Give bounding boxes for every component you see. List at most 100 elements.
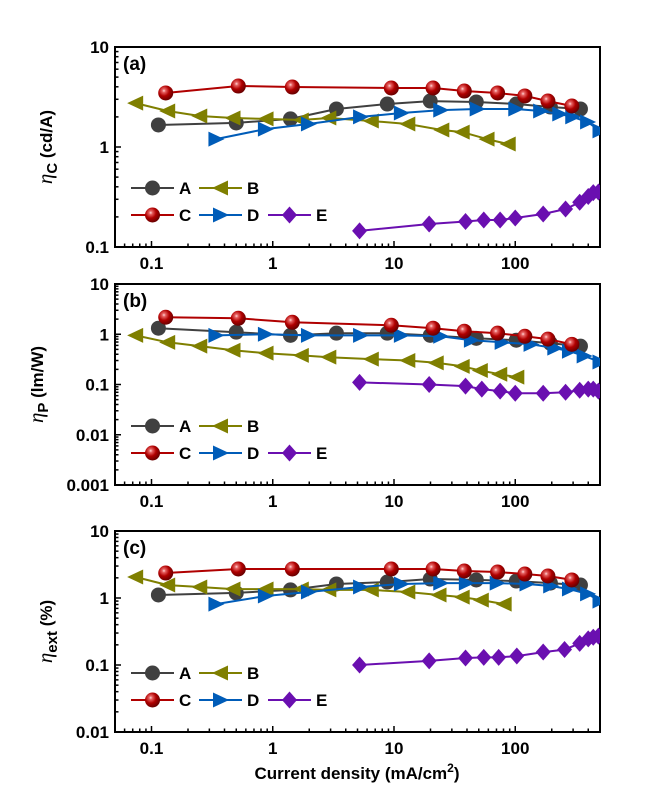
data-point-D	[580, 114, 597, 130]
data-point-A	[150, 117, 166, 133]
data-point-E	[474, 380, 490, 398]
data-point-C	[230, 561, 246, 577]
legend-marker-D	[213, 445, 229, 461]
data-point-C	[456, 83, 472, 99]
data-point-C	[230, 78, 246, 94]
data-point-C	[540, 93, 556, 109]
data-point-A	[150, 320, 166, 336]
data-point-E	[535, 384, 551, 402]
data-point-C	[425, 320, 441, 336]
data-point-B	[159, 577, 176, 593]
data-point-D	[565, 109, 582, 125]
y-tick-label: 10	[90, 275, 109, 294]
series-B	[127, 95, 516, 152]
data-point-E	[572, 381, 588, 399]
x-tick-label: 0.1	[140, 739, 164, 758]
data-point-D	[393, 576, 410, 592]
legend-label: A	[179, 664, 191, 683]
legend-item-E: E	[268, 691, 327, 710]
series-line-C	[165, 568, 573, 581]
data-point-C	[540, 568, 556, 584]
series-D	[208, 575, 600, 612]
series-line-C	[165, 316, 573, 346]
data-point-A	[468, 572, 484, 588]
x-tick-label: 10	[385, 492, 404, 511]
data-point-C	[383, 561, 399, 577]
x-tick-label: 10	[385, 739, 404, 758]
data-point-B	[191, 579, 208, 595]
data-point-B	[257, 111, 274, 127]
data-point-D	[469, 101, 486, 117]
y-tick-label: 0.001	[66, 476, 109, 495]
legend-label: B	[247, 417, 259, 436]
data-point-C	[490, 85, 506, 101]
data-point-B	[159, 103, 176, 119]
legend-label: D	[247, 691, 259, 710]
series-E	[352, 373, 600, 402]
y-axis-title: ηC (cd/A)	[33, 110, 61, 184]
data-point-E	[458, 212, 474, 230]
y-tick-label: 0.01	[76, 723, 109, 742]
data-point-B	[508, 369, 525, 385]
x-tick-label: 100	[501, 254, 529, 273]
legend-marker-E	[282, 444, 297, 462]
data-point-C	[383, 80, 399, 96]
y-tick-label: 10	[90, 38, 109, 57]
data-point-E	[535, 205, 551, 223]
y-tick-label: 0.1	[85, 656, 109, 675]
data-point-E	[352, 373, 368, 391]
data-point-E	[590, 382, 600, 400]
data-point-E	[352, 656, 368, 674]
legend-label: A	[179, 417, 191, 436]
legend-marker-D	[213, 692, 229, 708]
data-point-B	[430, 587, 447, 603]
panel-a: 0.1 1 10 100 0.1 1 10 (a) ηC (cd/A) A B C D E	[33, 38, 601, 273]
legend-marker-A	[145, 180, 160, 196]
data-point-C	[456, 323, 472, 339]
data-point-B	[224, 110, 241, 126]
data-point-D	[458, 575, 475, 591]
data-point-C	[158, 85, 174, 101]
data-point-E	[507, 384, 523, 402]
data-point-D	[489, 575, 506, 591]
data-point-B	[491, 366, 508, 382]
legend-marker-D	[213, 207, 229, 223]
data-point-C	[517, 566, 533, 582]
x-axis-title: Current density (mA/cm2)	[254, 761, 459, 783]
data-point-D	[300, 327, 317, 343]
legend-marker-B	[212, 665, 228, 681]
y-tick-label: 1	[100, 325, 109, 344]
legend-label: E	[316, 206, 327, 225]
data-point-B	[127, 327, 144, 343]
legend-item-C: C	[131, 444, 191, 463]
data-point-C	[383, 317, 399, 333]
legend-label: E	[316, 691, 327, 710]
data-point-E	[458, 649, 474, 667]
data-point-C	[564, 98, 580, 114]
data-point-B	[224, 342, 241, 358]
data-point-B	[224, 581, 241, 597]
legend-marker-A	[145, 418, 160, 434]
data-point-B	[399, 353, 416, 369]
data-point-E	[492, 211, 508, 229]
legend-item-E: E	[268, 206, 327, 225]
data-point-B	[127, 95, 144, 111]
legend-marker-C	[145, 207, 160, 223]
data-point-B	[320, 349, 337, 365]
data-point-E	[476, 648, 492, 666]
data-point-B	[471, 362, 488, 378]
data-point-E	[590, 627, 600, 645]
legend-marker-A	[145, 665, 160, 681]
legend-marker-C	[145, 445, 160, 461]
data-point-B	[257, 345, 274, 361]
data-point-C	[284, 79, 300, 95]
data-point-E	[535, 643, 551, 661]
data-point-B	[453, 358, 470, 374]
data-point-B	[399, 584, 416, 600]
data-point-D	[433, 575, 450, 591]
y-tick-label: 0.1	[85, 238, 109, 257]
y-tick-label: 1	[100, 138, 109, 157]
y-axis-title: ηP (lm/W)	[24, 346, 52, 423]
data-point-E	[421, 376, 437, 393]
data-point-D	[561, 581, 578, 597]
